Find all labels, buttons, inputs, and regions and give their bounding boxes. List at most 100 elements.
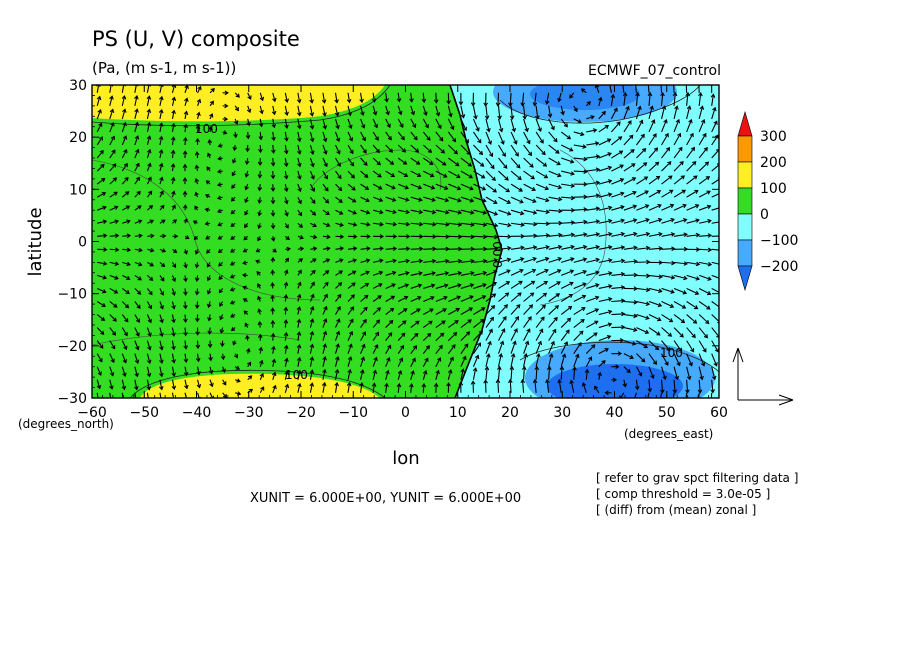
wind-vector	[257, 158, 263, 166]
wind-vector	[448, 258, 463, 264]
wind-vector	[523, 118, 529, 133]
wind-vector	[372, 356, 378, 367]
colorbar-label: 100	[760, 181, 787, 197]
wind-vector	[296, 92, 302, 104]
wind-vector	[485, 281, 498, 289]
wind-vector	[222, 116, 229, 122]
wind-vector	[435, 170, 448, 178]
wind-vector	[234, 378, 241, 383]
wind-vector	[711, 148, 719, 159]
wind-vector	[207, 152, 212, 159]
wind-vector	[134, 176, 140, 185]
wind-vector	[594, 85, 600, 94]
wind-vector	[310, 234, 318, 240]
x-tick-label: 10	[449, 405, 467, 421]
wind-vector	[661, 175, 673, 185]
wind-vector	[348, 234, 358, 239]
wind-vector	[470, 380, 476, 393]
wind-vector	[385, 307, 395, 315]
wind-vector	[194, 262, 200, 269]
wind-vector	[623, 190, 637, 198]
wind-vector	[485, 304, 496, 315]
wind-vector	[698, 301, 711, 310]
wind-vector	[283, 319, 289, 328]
wind-vector	[573, 330, 584, 341]
wind-vector	[673, 366, 680, 381]
wind-vector	[172, 248, 178, 254]
wind-vector	[498, 328, 506, 341]
wind-vector	[194, 301, 200, 309]
wind-vector	[231, 183, 236, 189]
wind-vector	[372, 183, 383, 190]
wind-vector	[435, 258, 450, 264]
wind-vector	[535, 328, 544, 341]
wind-vector	[297, 235, 304, 240]
wind-vector	[219, 301, 224, 307]
wind-vector	[257, 320, 263, 328]
wind-vector	[623, 231, 638, 237]
contour-zero	[449, 85, 503, 398]
wind-vector	[230, 313, 236, 318]
wind-vector	[498, 281, 511, 289]
wind-vector	[472, 118, 480, 132]
wind-vector	[435, 105, 441, 117]
wind-vector	[244, 157, 250, 166]
wind-vector	[586, 257, 600, 263]
wind-vector	[535, 157, 548, 167]
wind-vector	[385, 270, 397, 276]
wind-vector	[230, 196, 236, 202]
wind-vector	[561, 170, 575, 176]
wind-vector	[229, 300, 236, 305]
x-tick-label: −40	[182, 405, 212, 421]
wind-vector	[604, 390, 612, 396]
wind-vector	[460, 105, 466, 119]
wind-vector	[573, 144, 587, 149]
wind-vector	[247, 375, 253, 381]
wind-vector	[122, 219, 131, 224]
y-tick-label: −10	[57, 287, 87, 303]
wind-vector	[134, 205, 142, 211]
wind-vector	[544, 92, 550, 105]
wind-vector	[147, 233, 155, 239]
wind-vector	[109, 205, 119, 211]
wind-vector	[547, 105, 553, 118]
wind-vector	[635, 366, 643, 377]
wind-vector	[435, 209, 450, 215]
wind-vector	[647, 392, 650, 398]
wind-vector	[698, 161, 710, 172]
contour-100-south	[129, 369, 386, 398]
wind-vector	[335, 196, 343, 203]
wind-vector	[233, 131, 238, 139]
wind-vector	[96, 136, 103, 146]
wind-vector	[146, 108, 152, 120]
wind-vector	[244, 196, 249, 204]
wind-vector	[498, 257, 512, 263]
wind-vector	[384, 92, 389, 103]
wind-vector	[194, 205, 199, 211]
wind-vector	[347, 131, 354, 142]
wind-vector	[220, 340, 225, 348]
wind-vector	[699, 247, 713, 253]
wind-vector	[245, 334, 250, 341]
wind-vector	[536, 233, 551, 238]
wind-vector	[171, 275, 176, 283]
wind-vector	[322, 368, 327, 380]
wind-vector	[204, 221, 211, 226]
wind-vector	[310, 209, 317, 216]
wind-vector	[207, 340, 213, 349]
wind-vector	[109, 287, 119, 294]
wind-vector	[485, 246, 499, 252]
wind-vector	[510, 209, 525, 216]
wind-vector	[271, 345, 276, 354]
wind-vector	[686, 204, 700, 211]
wind-vector	[535, 268, 549, 276]
wind-vector	[460, 131, 469, 144]
wind-vector	[711, 301, 719, 310]
wind-vector	[209, 87, 215, 94]
wind-vector	[159, 190, 164, 198]
wind-vector	[711, 106, 717, 120]
wind-vector	[636, 204, 650, 211]
wind-vector	[586, 295, 600, 303]
wind-vector	[121, 288, 130, 295]
wind-vector	[235, 391, 242, 396]
